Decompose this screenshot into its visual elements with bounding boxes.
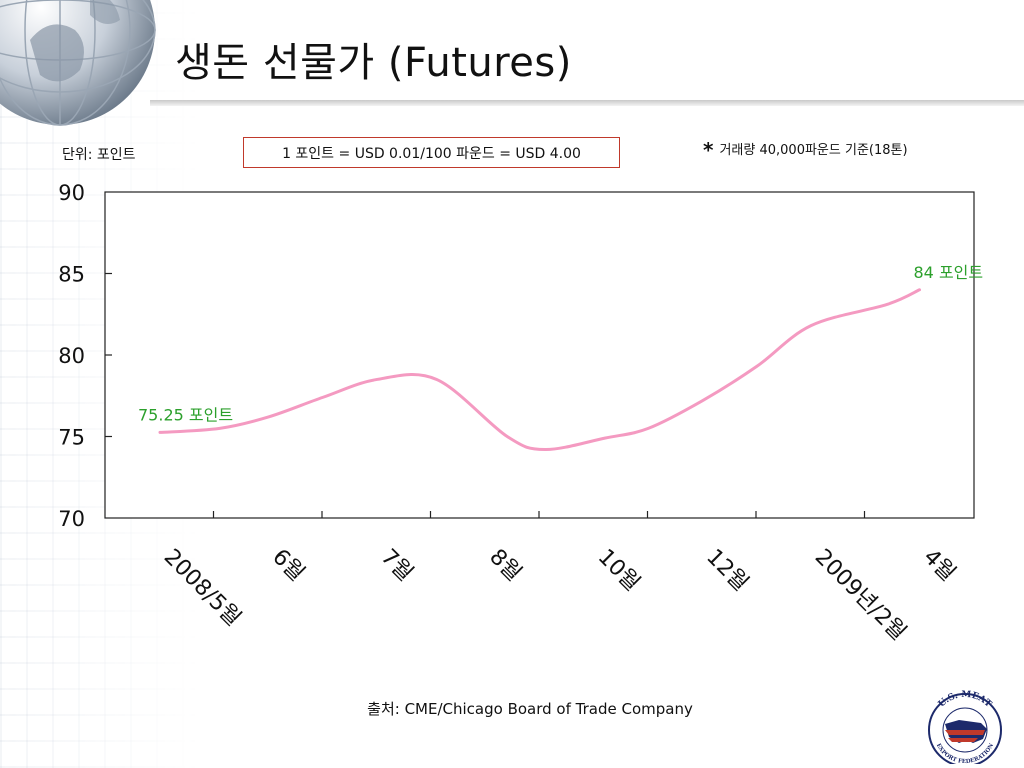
volume-note: * 거래량 40,000파운드 기준(18톤) <box>703 138 908 162</box>
x-axis: 2008/5월 6월 7월 8월 10월 12월 2009년/2월 4월 <box>159 511 960 646</box>
source-caption: 출처: CME/Chicago Board of Trade Company <box>367 700 693 718</box>
plot-area <box>104 191 975 519</box>
unit-label: 단위: 포인트 <box>62 147 136 163</box>
conversion-box: 1 포인트 = USD 0.01/100 파운드 = USD 4.00 <box>243 137 620 168</box>
x-tick-label: 10월 <box>593 545 645 597</box>
x-tick-label: 6월 <box>267 545 309 587</box>
annotations: 75.25 포인트 84 포인트 <box>138 263 983 425</box>
start-value-annotation: 75.25 포인트 <box>138 405 233 424</box>
x-tick-label: 12월 <box>701 545 753 597</box>
x-tick-label: 7월 <box>376 545 418 587</box>
x-tick-label: 2009년/2월 <box>810 545 911 646</box>
usmef-logo: U.S. MEAT EXPORT FEDERATION <box>920 686 1010 767</box>
x-tick-label: 2008/5월 <box>159 545 246 632</box>
x-tick-label: 4월 <box>918 545 960 587</box>
note-asterisk: * <box>703 138 714 162</box>
y-tick-label: 85 <box>58 263 85 287</box>
page-title: 생돈 선물가 (Futures) <box>175 40 572 86</box>
note-text: 거래량 40,000파운드 기준(18톤) <box>719 143 908 158</box>
y-axis: 70 75 80 85 90 <box>58 181 112 531</box>
title-divider <box>150 100 1024 106</box>
y-tick-label: 75 <box>58 426 85 450</box>
end-value-annotation: 84 포인트 <box>914 263 984 282</box>
y-tick-label: 70 <box>58 507 85 531</box>
y-tick-label: 90 <box>58 181 85 205</box>
series-line <box>158 288 921 452</box>
conversion-text: 1 포인트 = USD 0.01/100 파운드 = USD 4.00 <box>282 145 581 162</box>
y-tick-label: 80 <box>58 344 85 368</box>
x-tick-label: 8월 <box>484 545 526 587</box>
globe-icon <box>0 0 160 130</box>
